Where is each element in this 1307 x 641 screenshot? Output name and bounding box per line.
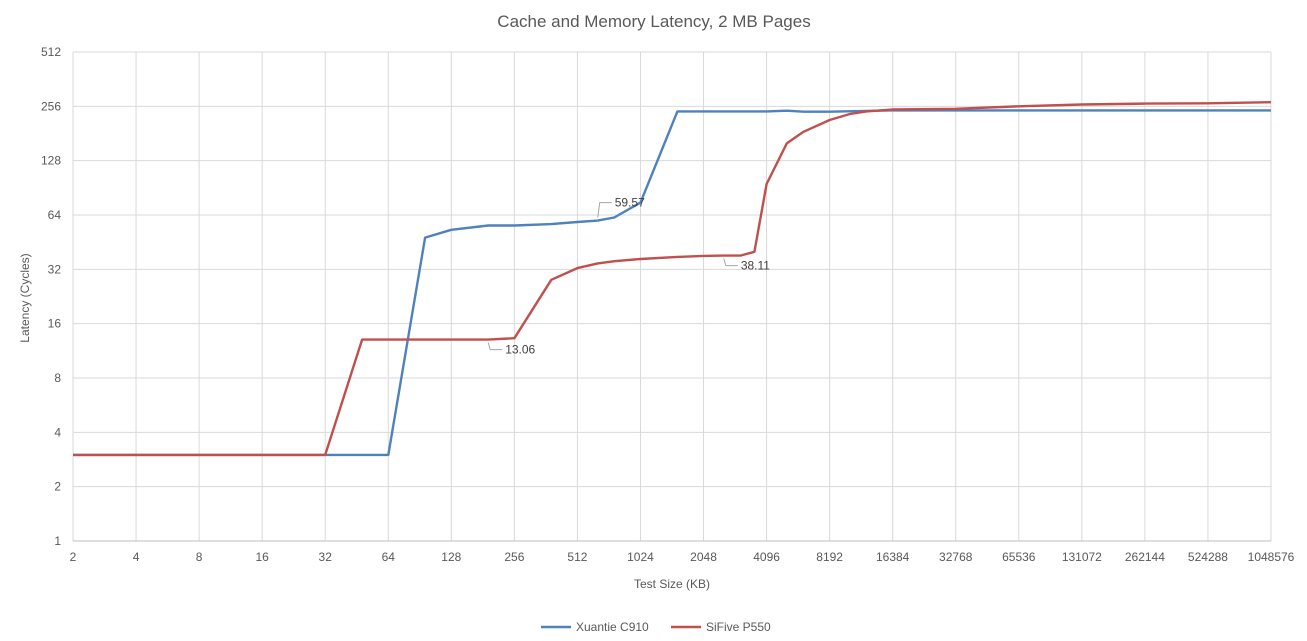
y-axis-label: Latency (Cycles)	[18, 253, 32, 342]
y-tick-label: 16	[48, 317, 62, 331]
x-tick-label: 1024	[627, 550, 654, 564]
y-tick-label: 32	[48, 262, 62, 276]
x-tick-label: 4096	[753, 550, 780, 564]
x-tick-label: 32	[319, 550, 333, 564]
series-line-sifive-p550	[73, 101, 1272, 457]
x-tick-label: 32768	[939, 550, 973, 564]
x-tick-label: 64	[382, 550, 396, 564]
annotation-label: 59.57	[615, 196, 645, 210]
y-tick-label: 128	[41, 154, 61, 168]
x-tick-label: 8	[196, 550, 203, 564]
x-tick-label: 65536	[1002, 550, 1036, 564]
annotation-label: 38.11	[741, 259, 770, 273]
y-tick-label: 2	[54, 480, 61, 494]
x-tick-label: 256	[504, 550, 524, 564]
x-tick-label: 524288	[1188, 550, 1228, 564]
annotation-leader	[597, 202, 612, 218]
x-tick-label: 2	[70, 550, 77, 564]
x-tick-label: 128	[441, 550, 461, 564]
x-tick-label: 2048	[690, 550, 717, 564]
y-tick-label: 1	[54, 534, 61, 548]
legend: Xuantie C910 SiFive P550	[541, 620, 771, 634]
data-annotations: 59.57 38.11 13.06	[487, 196, 770, 357]
legend-label-sifive-p550: SiFive P550	[706, 620, 771, 634]
annotation-label: 13.06	[505, 343, 535, 357]
x-tick-label: 8192	[816, 550, 843, 564]
x-axis-ticks: 2 4 8 16 32 64 128 256 512 1024 2048 4096 8192 16384 3…	[70, 550, 1295, 564]
x-tick-label: 262144	[1125, 550, 1165, 564]
y-tick-label: 256	[41, 99, 61, 113]
chart-title: Cache and Memory Latency, 2 MB Pages	[497, 12, 810, 31]
y-tick-label: 64	[48, 208, 62, 222]
y-tick-label: 512	[41, 45, 61, 59]
legend-label-xuantie-c910: Xuantie C910	[576, 620, 649, 634]
x-tick-label: 131072	[1062, 550, 1102, 564]
annotation-leader	[487, 342, 503, 351]
series-lines	[73, 101, 1272, 457]
x-axis-label: Test Size (KB)	[634, 577, 710, 591]
x-tick-label: 4	[133, 550, 140, 564]
y-tick-label: 4	[54, 425, 61, 439]
x-tick-label: 1048576	[1248, 550, 1295, 564]
annotation-leader	[723, 258, 738, 267]
x-tick-label: 512	[567, 550, 587, 564]
x-tick-label: 16384	[876, 550, 910, 564]
gridlines	[72, 51, 1272, 542]
y-tick-label: 8	[54, 371, 61, 385]
series-line-xuantie-c910	[73, 109, 1271, 457]
x-tick-label: 16	[255, 550, 269, 564]
y-axis-ticks: 1 2 4 8 16 32 64 128 256 512	[41, 45, 61, 548]
